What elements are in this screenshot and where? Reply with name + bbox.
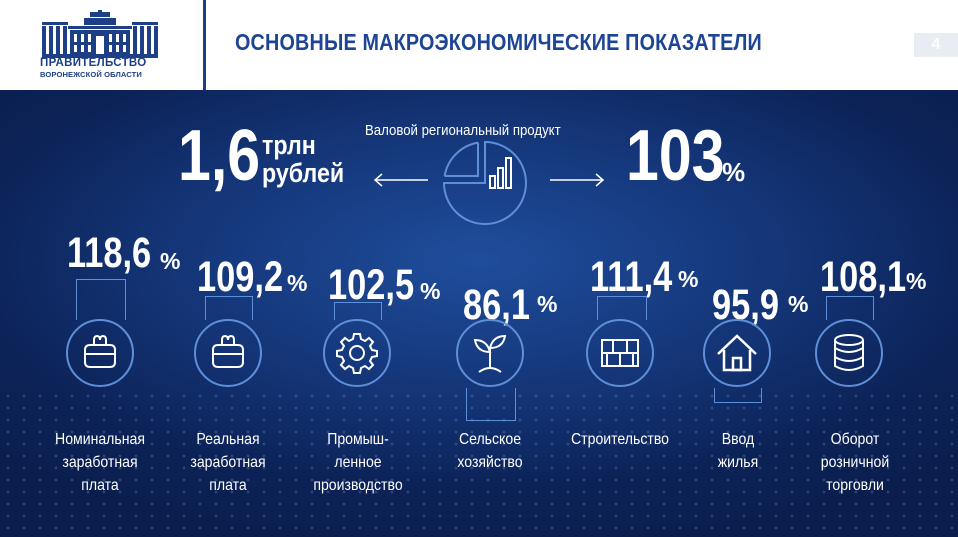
indicator-label-line: Ввод [721, 431, 755, 448]
indicator-unit: % [788, 291, 809, 317]
gdp-index-unit: % [722, 157, 746, 187]
indicator-label-line: хозяйство [457, 454, 523, 471]
indicator-unit: % [160, 248, 181, 274]
indicator-label-line: Оборот [830, 431, 880, 448]
indicator-label: Промыш- ленное производство [296, 428, 419, 497]
logo-title: ПРАВИТЕЛЬСТВО [40, 57, 147, 69]
arrow-left-icon [373, 173, 428, 187]
indicator-value: 108,1 [820, 253, 907, 301]
indicator-unit: % [287, 270, 308, 296]
indicator-value: 86,1 [463, 281, 530, 329]
page-title: ОСНОВНЫЕ МАКРОЭКОНОМИЧЕСКИЕ ПОКАЗАТЕЛИ [235, 29, 762, 55]
page-number: 4 [914, 33, 958, 57]
header: ПРАВИТЕЛЬСТВО ВОРОНЕЖСКОЙ ОБЛАСТИ ОСНОВН… [0, 0, 958, 90]
indicator-label-line: плата [81, 477, 119, 494]
dot-pattern-decoration [0, 390, 958, 537]
indicator-value: 95,9 [712, 281, 779, 329]
connector-line [205, 296, 253, 320]
gdp-unit-line1: трлн [262, 130, 316, 160]
connector-line [334, 302, 382, 320]
indicator-unit: % [906, 268, 927, 294]
sprout-icon [456, 319, 524, 387]
indicator-label: Строительство [558, 428, 681, 451]
indicator-value: 118,6 [67, 229, 152, 277]
connector-line [466, 388, 516, 421]
indicator-label: Ввод жилья [676, 428, 799, 474]
indicator-value: 111,4 [590, 253, 673, 301]
indicator-unit: % [678, 266, 699, 292]
indicator-label-line: производство [313, 477, 403, 494]
indicator-label-line: заработная [190, 454, 266, 471]
indicator-label-line: торговли [826, 477, 884, 494]
indicator-value: 109,2 [197, 253, 284, 301]
indicator-label: Сельское хозяйство [428, 428, 551, 474]
connector-line [714, 388, 762, 403]
indicator-label-line: жилья [717, 454, 759, 471]
indicator-label-line: Промыш- [327, 431, 389, 448]
connector-line [826, 296, 874, 320]
connector-line [76, 279, 126, 320]
gdp-pie-chart-icon [442, 140, 527, 225]
arrow-right-icon [550, 173, 605, 187]
coins-stack-icon [815, 319, 883, 387]
logo-subtitle: ВОРОНЕЖСКОЙ ОБЛАСТИ [40, 70, 142, 79]
indicator-value: 102,5 [328, 261, 415, 309]
gdp-unit-line2: рублей [262, 158, 345, 188]
gear-icon [323, 319, 391, 387]
indicator-label-line: заработная [62, 454, 138, 471]
government-building-logo-icon [42, 10, 158, 58]
header-divider [203, 0, 206, 90]
gdp-value: 1,6 [178, 116, 261, 196]
wallet-icon [194, 319, 262, 387]
indicator-label-line: Реальная [196, 431, 260, 448]
indicator-unit: % [537, 291, 558, 317]
gdp-label: Валовой региональный продукт [365, 122, 561, 139]
indicator-label: Реальная заработная плата [166, 428, 289, 497]
house-icon [703, 319, 771, 387]
indicator-label-line: Сельское [458, 431, 522, 448]
indicator-label: Оборот розничной торговли [793, 428, 916, 497]
indicator-unit: % [420, 278, 441, 304]
indicator-label: Номинальная заработная плата [38, 428, 161, 497]
connector-line [597, 296, 647, 320]
indicator-label-line: плата [209, 477, 247, 494]
indicator-label-line: Номинальная [55, 431, 145, 448]
indicator-label-line: ленное [334, 454, 382, 471]
wallet-icon [66, 319, 134, 387]
gdp-unit: трлн рублей [262, 131, 344, 187]
gdp-index-value: 103 [626, 116, 725, 196]
indicator-label-line: Строительство [570, 431, 669, 448]
indicator-label-line: розничной [820, 454, 890, 471]
bricks-icon [586, 319, 654, 387]
